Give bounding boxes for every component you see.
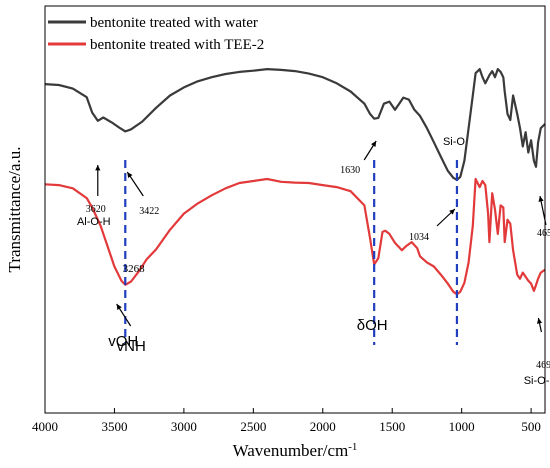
label-1034: 1034 <box>409 232 429 243</box>
series-line-tee2 <box>44 177 546 296</box>
label-3268: 3268 <box>123 263 145 275</box>
x-tick-label: 3000 <box>171 419 197 434</box>
arrow-1630 <box>363 140 377 161</box>
peak-marker-layer <box>124 160 459 345</box>
label-1630: 1630 <box>340 165 360 176</box>
label-3620: 3620 <box>86 204 106 215</box>
label-si-o-si: Si-O-Si <box>524 375 550 387</box>
series-layer <box>44 67 546 296</box>
x-tick-label: 1000 <box>449 419 475 434</box>
arrow-vnh <box>116 303 132 327</box>
label-3422: 3422 <box>139 206 159 217</box>
label-al-o-h: Al-O-H <box>77 216 111 228</box>
x-tick-layer: 4000 3500 3000 2500 2000 1500 1000 500 <box>32 408 541 434</box>
x-axis-label-superscript: -1 <box>348 441 357 453</box>
x-tick-label: 2500 <box>240 419 266 434</box>
label-469-3: 469.3 <box>536 360 550 371</box>
plot-frame <box>44 5 546 414</box>
label-465: 465 <box>537 228 550 239</box>
arrow-469 <box>536 317 543 333</box>
arrow-3422 <box>126 171 144 197</box>
legend: bentonite treated with water bentonite t… <box>48 15 264 53</box>
x-tick-label: 2000 <box>310 419 336 434</box>
x-tick-label: 3500 <box>101 419 127 434</box>
arrow-1034 <box>436 208 456 227</box>
x-tick-label: 1500 <box>379 419 405 434</box>
label-vnh: vNH <box>117 338 146 355</box>
x-axis-label: Wavenumber/cm-1 <box>233 441 358 460</box>
y-axis-label: Transmittance/a.u. <box>5 147 24 273</box>
arrow-465 <box>538 195 547 226</box>
x-tick-label: 4000 <box>32 419 58 434</box>
x-tick-label: 500 <box>521 419 541 434</box>
label-si-o: Si-O <box>443 136 465 148</box>
x-axis-label-text: Wavenumber/cm <box>233 441 349 460</box>
legend-label-tee2: bentonite treated with TEE-2 <box>90 37 264 53</box>
series-line-water <box>44 67 546 181</box>
label-voh: vOH <box>108 333 138 350</box>
label-delta-oh: δOH <box>357 317 388 334</box>
legend-label-water: bentonite treated with water <box>90 15 258 31</box>
arrow-3620 <box>95 165 101 196</box>
